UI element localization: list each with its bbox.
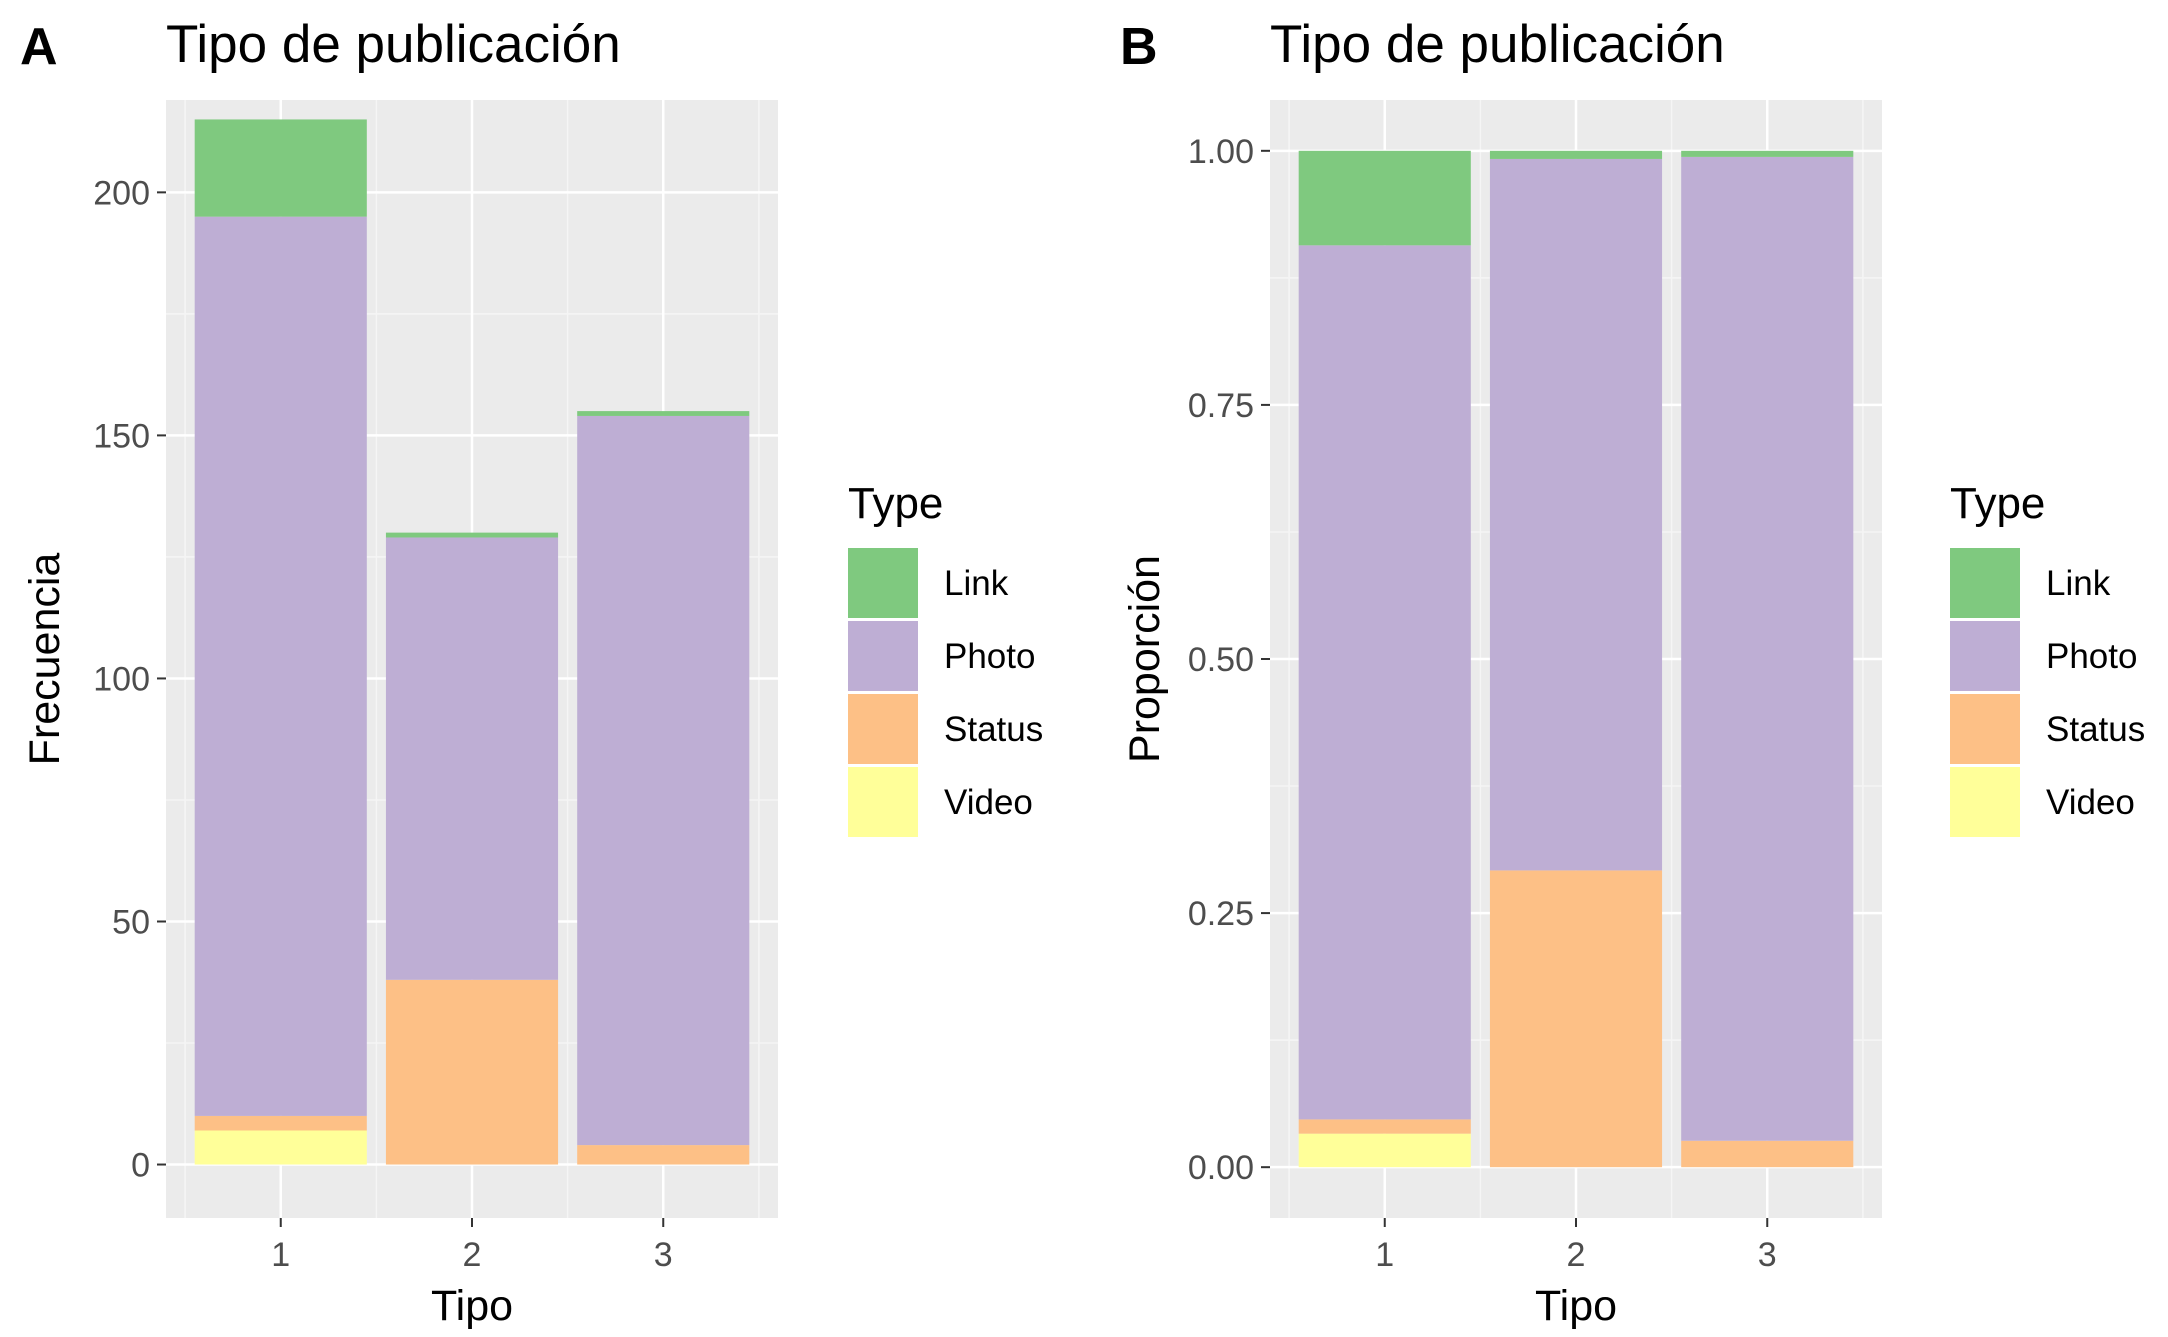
x-tick-label: 2	[1567, 1236, 1586, 1274]
legend-label: Status	[944, 710, 1043, 749]
bar-video-1	[1298, 1133, 1471, 1168]
x-tick-label: 3	[654, 1236, 673, 1274]
bar-status-2	[385, 979, 559, 1165]
legend-label: Video	[2046, 783, 2135, 822]
y-tick-label: 200	[93, 174, 150, 212]
y-tick-label: 0.25	[1188, 895, 1254, 933]
legend-key-photo	[848, 621, 918, 691]
bar-photo-2	[385, 537, 559, 980]
x-axis-title: Tipo	[431, 1282, 513, 1330]
legend-key-video	[848, 767, 918, 837]
bar-link-3	[577, 411, 750, 416]
bar-photo-3	[1681, 156, 1854, 1141]
bar-status-3	[1681, 1140, 1854, 1168]
y-tick-label: 150	[93, 417, 150, 455]
legend-key-link	[848, 548, 918, 618]
panel-tag: A	[20, 18, 58, 76]
bar-status-1	[1298, 1119, 1471, 1134]
y-tick-label: 0.50	[1188, 641, 1254, 679]
y-tick-label: 0.75	[1188, 387, 1254, 425]
bar-link-3	[1681, 150, 1854, 157]
panel-a: 0 50 100 150 200 1 2 3 Tipo Frecuencia A Tipo de pu…	[20, 15, 1043, 1330]
legend-title: Type	[848, 479, 943, 528]
bar-link-1	[194, 119, 367, 217]
panel-tag: B	[1120, 18, 1158, 76]
legend-key-status	[848, 694, 918, 764]
bar-video-1	[194, 1130, 367, 1165]
y-tick-label: 0	[131, 1147, 150, 1185]
y-tick-label: 0.00	[1188, 1149, 1254, 1187]
bar-photo-1	[194, 216, 367, 1116]
y-axis-title: Proporción	[1121, 555, 1169, 763]
bar-photo-2	[1489, 158, 1663, 871]
y-tick-label: 1.00	[1188, 133, 1254, 171]
legend-label: Photo	[944, 637, 1035, 676]
legend-label: Video	[944, 783, 1033, 822]
x-axis-title: Tipo	[1535, 1282, 1617, 1330]
bar-link-2	[1489, 150, 1663, 159]
y-tick-label: 100	[93, 660, 150, 698]
chart-title: Tipo de publicación	[1270, 15, 1725, 74]
bar-link-1	[1298, 150, 1471, 246]
chart-title: Tipo de publicación	[166, 15, 621, 74]
x-tick-label: 1	[1375, 1236, 1394, 1274]
y-tick-label: 50	[112, 903, 150, 941]
legend-key-video	[1950, 767, 2020, 837]
legend-title: Type	[1950, 479, 2045, 528]
x-tick-label: 3	[1758, 1236, 1777, 1274]
bar-status-2	[1489, 870, 1663, 1168]
bar-photo-1	[1298, 245, 1471, 1120]
bar-status-3	[577, 1145, 750, 1165]
legend-key-photo	[1950, 621, 2020, 691]
legend-label: Link	[2046, 564, 2111, 603]
x-tick-label: 2	[463, 1236, 482, 1274]
x-tick-label: 1	[271, 1236, 290, 1274]
legend-label: Link	[944, 564, 1009, 603]
bar-status-1	[194, 1115, 367, 1131]
bar-link-2	[385, 532, 559, 538]
bar-photo-3	[577, 415, 750, 1146]
y-axis-title: Frecuencia	[21, 553, 69, 766]
legend-label: Status	[2046, 710, 2145, 749]
panel-b: 0.00 0.25 0.50 0.75 1.00 1 2 3 Tipo Proporción B Ti…	[1120, 15, 2145, 1330]
legend-label: Photo	[2046, 637, 2137, 676]
legend-key-link	[1950, 548, 2020, 618]
legend-key-status	[1950, 694, 2020, 764]
